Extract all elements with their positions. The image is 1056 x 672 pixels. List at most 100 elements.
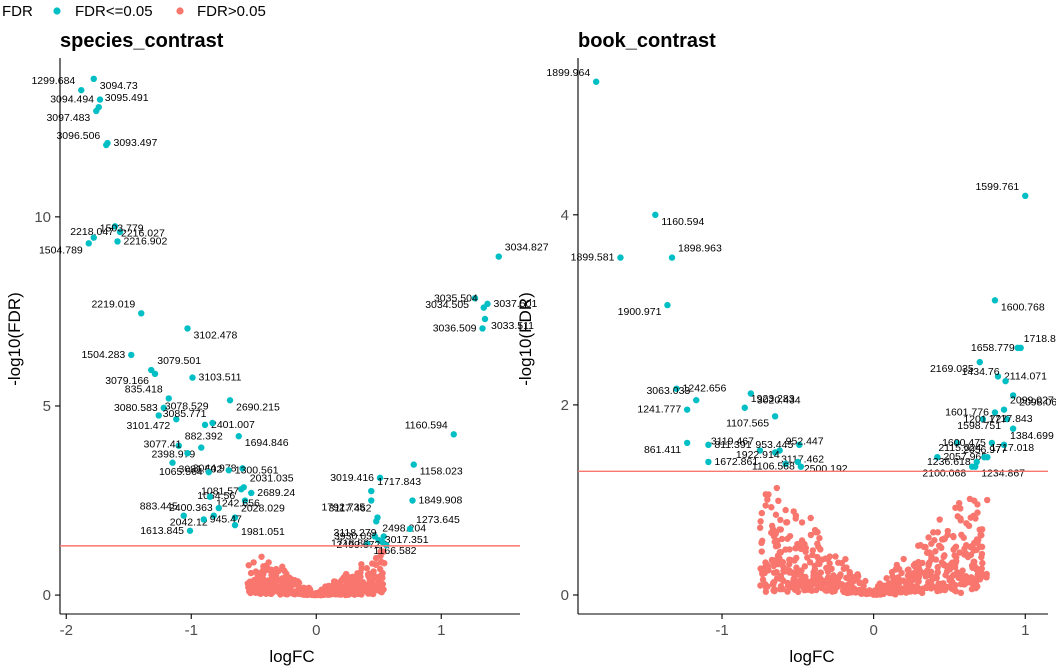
- nonsig-point: [917, 542, 924, 549]
- nonsig-point: [357, 573, 364, 580]
- nonsig-point: [976, 526, 983, 533]
- point-label: 1242.656: [683, 383, 727, 395]
- point-label: 1923.283: [751, 393, 795, 405]
- nonsig-point: [802, 548, 809, 555]
- nonsig-point: [970, 512, 977, 520]
- nonsig-point: [807, 531, 815, 539]
- point-label: 1236.618: [927, 456, 971, 468]
- sig-point: [241, 497, 249, 504]
- nonsig-point: [890, 586, 898, 594]
- nonsig-point: [296, 590, 303, 597]
- nonsig-point: [759, 537, 766, 545]
- sig-point: [376, 474, 384, 482]
- nonsig-point: [814, 540, 821, 547]
- nonsig-point: [773, 484, 781, 492]
- sig-point: [756, 447, 764, 454]
- nonsig-point: [842, 555, 849, 563]
- sig-point: [173, 416, 180, 423]
- nonsig-point: [928, 556, 935, 563]
- nonsig-point: [814, 553, 821, 561]
- nonsig-point: [935, 583, 943, 590]
- nonsig-point: [756, 524, 764, 531]
- sig-point: [128, 351, 135, 359]
- nonsig-point: [765, 491, 772, 498]
- nonsig-point: [818, 579, 825, 587]
- sig-point: [90, 234, 97, 241]
- nonsig-point: [801, 587, 808, 594]
- nonsig-point: [280, 583, 288, 590]
- sig-point: [981, 453, 988, 461]
- y-tick-label: 2: [561, 397, 569, 414]
- nonsig-point: [941, 586, 949, 594]
- point-label: 2689.24: [257, 487, 295, 499]
- nonsig-point: [377, 548, 384, 555]
- nonsig-point: [260, 563, 267, 570]
- point-label: 1658.779: [971, 342, 1015, 354]
- nonsig-point: [951, 582, 958, 590]
- nonsig-point: [787, 583, 794, 591]
- nonsig-point: [931, 537, 938, 544]
- sig-point: [617, 254, 624, 261]
- nonsig-point: [925, 562, 932, 569]
- nonsig-point: [817, 546, 824, 553]
- nonsig-point: [771, 538, 778, 545]
- nonsig-point: [778, 535, 786, 543]
- point-label: 1299.684: [31, 75, 75, 87]
- sig-point: [231, 514, 239, 521]
- point-label: 2028.029: [241, 503, 285, 515]
- point-label: 3036.509: [433, 322, 477, 334]
- point-label: 1898.963: [678, 243, 722, 255]
- sig-point: [991, 409, 999, 416]
- point-label: 3930.035: [334, 530, 378, 542]
- nonsig-point: [771, 557, 778, 564]
- nonsig-point: [781, 568, 789, 575]
- point-label: 3118.279: [333, 527, 376, 539]
- point-label: 1600.768: [1001, 301, 1045, 313]
- sig-point: [771, 413, 779, 420]
- point-label: 1065.564: [159, 466, 203, 478]
- nonsig-point: [922, 543, 929, 551]
- nonsig-point: [955, 499, 963, 507]
- nonsig-point: [807, 514, 814, 522]
- point-label: 2499.672: [336, 539, 380, 551]
- sig-point: [934, 453, 941, 461]
- sig-point: [186, 527, 194, 534]
- nonsig-point: [245, 562, 252, 569]
- sig-point: [988, 439, 996, 447]
- sig-point: [116, 228, 124, 236]
- nonsig-point: [910, 562, 918, 569]
- nonsig-point: [367, 584, 374, 591]
- nonsig-point: [826, 560, 833, 567]
- sig-point: [205, 468, 212, 476]
- point-label: 1300.561: [235, 464, 279, 476]
- point-label: 1234.867: [981, 468, 1025, 480]
- y-tick-label: 0: [561, 587, 569, 604]
- nonsig-point: [925, 549, 933, 556]
- point-label: 1717.018: [990, 442, 1034, 454]
- point-label: 3085.771: [163, 408, 207, 420]
- point-label: 2498.204: [382, 522, 426, 534]
- sig-point: [976, 358, 983, 366]
- sig-point: [138, 310, 145, 317]
- point-label: 1792.735: [321, 502, 365, 514]
- y-tick-label: 10: [34, 209, 51, 226]
- nonsig-point: [316, 591, 323, 598]
- nonsig-point: [972, 584, 980, 592]
- nonsig-point: [810, 572, 817, 579]
- nonsig-point: [281, 567, 288, 575]
- point-label: 3019.416: [330, 472, 374, 484]
- sig-point: [210, 512, 217, 519]
- sig-point: [96, 96, 104, 103]
- nonsig-point: [904, 572, 912, 579]
- nonsig-point: [946, 566, 954, 573]
- sig-point: [782, 460, 789, 468]
- point-label: 2115.024: [938, 442, 981, 454]
- nonsig-point: [376, 565, 384, 573]
- sig-point: [160, 404, 167, 412]
- sig-point: [1003, 415, 1011, 423]
- nonsig-point: [934, 563, 941, 571]
- nonsig-point: [351, 580, 358, 588]
- nonsig-point: [347, 575, 354, 582]
- legend-label-sig: FDR<=0.05: [75, 3, 153, 20]
- nonsig-points-species: [244, 548, 388, 599]
